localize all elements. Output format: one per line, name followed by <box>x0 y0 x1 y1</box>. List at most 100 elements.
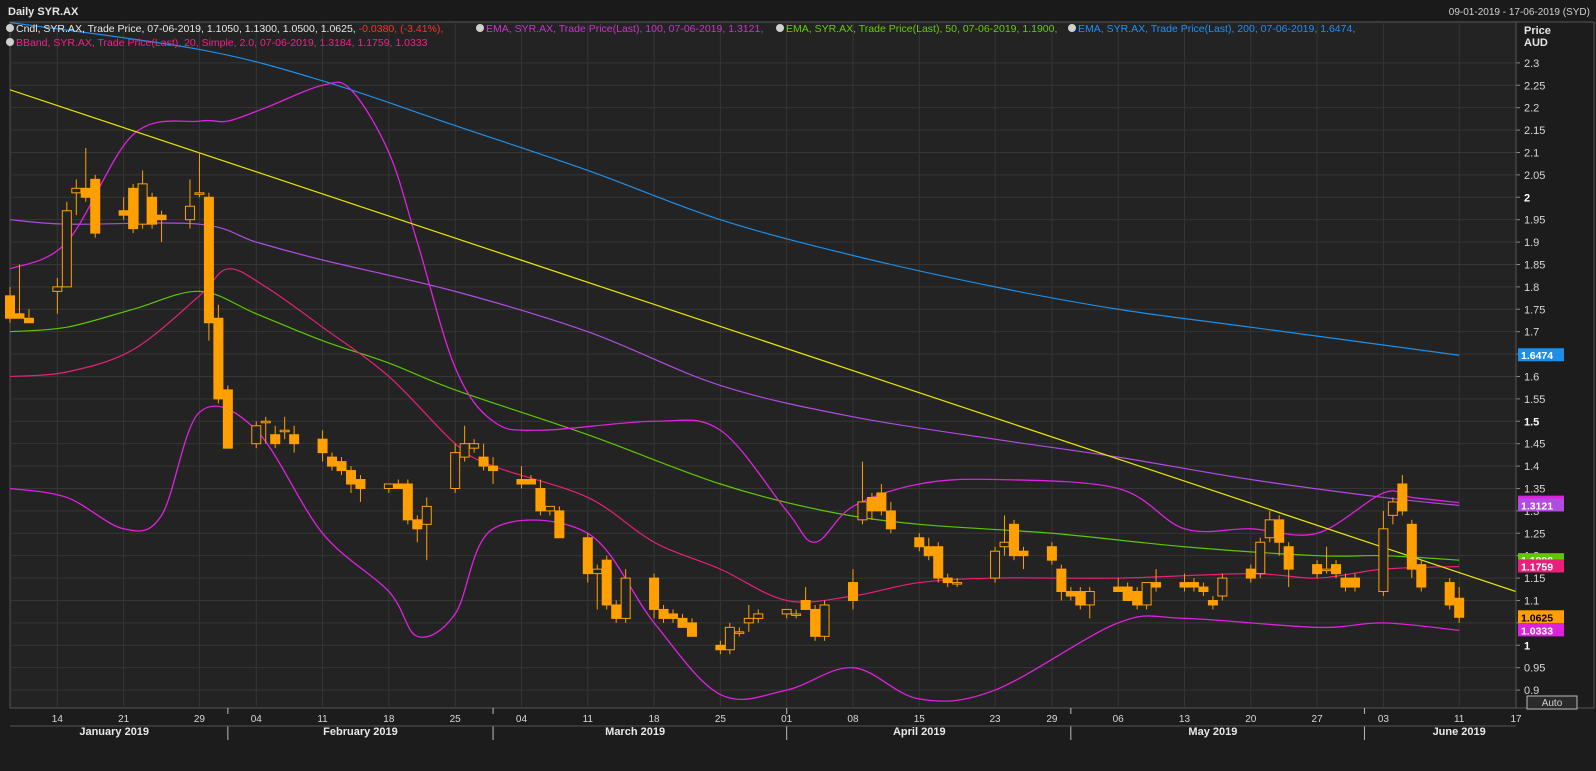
y-tick-label: 2.05 <box>1524 170 1545 182</box>
candle-body-up <box>791 613 802 616</box>
y-tick-label: 2.3 <box>1524 58 1539 70</box>
candle-body-up <box>1084 591 1095 606</box>
series-line-trend <box>10 89 1516 593</box>
month-label: May 2019 <box>1188 726 1237 738</box>
candle-body-down <box>658 608 669 619</box>
candle-body-down <box>118 210 129 216</box>
candle-body-down <box>649 577 660 610</box>
candle-body-down <box>668 613 679 619</box>
x-tick-label: 29 <box>194 714 206 725</box>
series-line-bband-up <box>10 81 1460 543</box>
candle-body-up <box>857 501 868 521</box>
candle-body-down <box>800 599 811 610</box>
candle-body-down <box>554 510 565 539</box>
legend-clock-icon[interactable] <box>776 24 784 32</box>
candle-body-up <box>544 505 555 512</box>
candle-body-down <box>1207 599 1218 606</box>
candle-body-down <box>1046 546 1057 561</box>
legend-entry[interactable]: EMA, SYR.AX, Trade Price(Last), 200, 07-… <box>1078 23 1355 35</box>
x-tick-label: 15 <box>914 714 926 725</box>
candle-body-down <box>686 622 697 637</box>
y-tick-label: 1.8 <box>1524 282 1539 294</box>
candle-body-down <box>847 582 858 601</box>
y-tick-label: 2.2 <box>1524 103 1539 115</box>
candle-body-down <box>488 465 499 472</box>
candle-body-down <box>317 438 328 454</box>
candle-body-up <box>279 429 290 433</box>
price-badge-value: 1.0625 <box>1521 612 1553 624</box>
plot-area <box>9 21 1517 709</box>
candle-body-up <box>1378 528 1389 593</box>
legend-entry[interactable]: EMA, SYR.AX, Trade Price(Last), 100, 07-… <box>486 23 763 35</box>
candle-body-up <box>459 443 470 458</box>
candle-body-up <box>469 443 480 449</box>
series-line-ema100 <box>10 219 1460 507</box>
series-line-bband-low <box>10 405 1460 702</box>
x-tick-label: 21 <box>118 714 130 725</box>
price-badge <box>1518 348 1564 362</box>
candle-body-up <box>137 183 148 225</box>
candle-body-down <box>525 479 536 485</box>
x-tick-label: 04 <box>251 714 263 725</box>
price-badge <box>1518 623 1564 637</box>
candle-body-down <box>1349 577 1360 588</box>
legend-entry[interactable]: EMA, SYR.AX, Trade Price(Last), 50, 07-0… <box>786 23 1057 35</box>
candle-body-up <box>61 210 72 288</box>
candle-body-down <box>327 456 338 467</box>
legend-entry[interactable]: Cndl, SYR.AX, Trade Price, 07-06-2019, 1… <box>16 23 443 35</box>
legend-clock-icon[interactable] <box>1068 24 1076 32</box>
candle-body-down <box>1340 577 1351 588</box>
axis-label-currency: AUD <box>1524 37 1548 49</box>
candle-body-up <box>71 187 82 194</box>
candle-body-down <box>1454 597 1465 618</box>
x-tick-label: 14 <box>52 714 64 725</box>
candle-body-down <box>478 456 489 467</box>
candle-body-up <box>819 604 830 637</box>
legend-text: EMA, SYR.AX, Trade Price(Last), 100, 07-… <box>486 23 763 35</box>
candle-body-down <box>1122 586 1133 601</box>
candle-body-up <box>1141 582 1152 606</box>
price-badge-value: 1.0333 <box>1521 625 1553 637</box>
y-tick-label: 1.75 <box>1524 304 1545 316</box>
candle-body-down <box>1198 586 1209 593</box>
y-tick-label: 1.95 <box>1524 215 1545 227</box>
candle-body-down <box>1444 582 1455 606</box>
month-label: February 2019 <box>323 726 398 738</box>
y-tick-label: 0.9 <box>1524 685 1539 697</box>
month-label: January 2019 <box>79 726 149 738</box>
candle-body-down <box>412 519 423 530</box>
legend-clock-icon[interactable] <box>476 24 484 32</box>
x-tick-label: 25 <box>450 714 462 725</box>
candle-body-up <box>1387 501 1398 516</box>
candle-body-down <box>1245 568 1256 579</box>
auto-scale-button[interactable] <box>1526 695 1578 710</box>
series-line-ema50 <box>10 290 1460 561</box>
candle-body-down <box>611 604 622 619</box>
x-tick-label: 29 <box>1046 714 1058 725</box>
candle-body-down <box>1283 546 1294 570</box>
candle-body-down <box>1009 523 1019 557</box>
candle-body-up <box>52 286 63 292</box>
y-tick-label: 1.15 <box>1524 573 1545 585</box>
candle-body-down <box>402 483 413 521</box>
candle-body-up <box>260 420 271 424</box>
candle-body-up <box>743 617 754 624</box>
candle-body-up <box>620 577 631 619</box>
candle-body-down <box>1331 564 1342 575</box>
x-tick-label: 13 <box>1179 714 1191 725</box>
candle-body-up <box>1255 541 1266 575</box>
y-tick-label: 2.1 <box>1524 147 1539 159</box>
candle-body-down <box>601 559 612 606</box>
candle-body-down <box>1113 586 1124 593</box>
x-tick-label: 11 <box>583 714 594 725</box>
legend-clock-icon[interactable] <box>6 24 14 32</box>
y-tick-label: 2 <box>1524 192 1530 204</box>
legend-clock-icon[interactable] <box>6 38 14 46</box>
date-range: 09-01-2019 - 17-06-2019 (SYD) <box>1449 7 1590 18</box>
x-tick-label: 04 <box>516 714 528 725</box>
y-tick-label: 1.7 <box>1524 327 1539 339</box>
candle-body-up <box>753 613 764 619</box>
legend-text: Cndl, SYR.AX, Trade Price, 07-06-2019, 1… <box>16 23 359 35</box>
legend-entry[interactable]: BBand, SYR.AX, Trade Price(Last), 20, Si… <box>16 37 428 49</box>
